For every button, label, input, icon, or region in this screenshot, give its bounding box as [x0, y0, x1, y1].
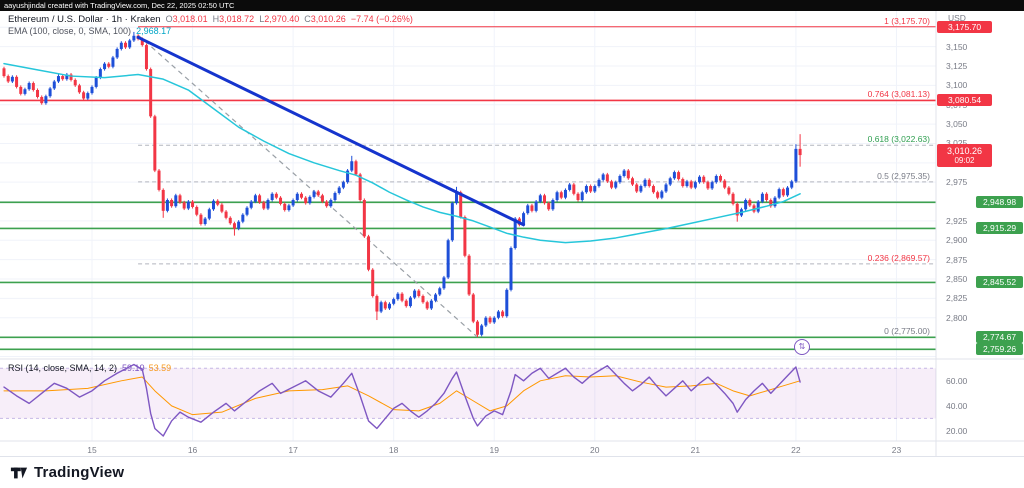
change-value: −7.74 (−0.26%): [350, 14, 413, 24]
price-level-badge: 3,080.54: [937, 94, 992, 107]
watermark-bar: aayushjindal created with TradingView.co…: [0, 0, 1024, 11]
price-level-badge: 2,759.26: [976, 343, 1023, 356]
price-axis-label: 2,875: [946, 254, 968, 265]
fib-level-label: 0.764 (3,081.13): [867, 88, 930, 99]
ohlc-field-label: L: [259, 14, 265, 24]
ema-line: [3, 62, 801, 244]
time-axis-label: 19: [489, 445, 499, 455]
price-axis-label: 3,150: [946, 41, 968, 52]
ema-value: 2,968.17: [136, 26, 172, 36]
last-price-value: 3,010.26: [946, 145, 983, 156]
time-axis-label: 22: [791, 445, 801, 455]
rsi-band: [0, 368, 936, 419]
time-axis-label: 15: [87, 445, 97, 455]
rsi-label[interactable]: RSI (14, close, SMA, 14, 2): [8, 363, 118, 373]
fib-level-label: 0.5 (2,975.35): [877, 170, 930, 181]
watermark-text: aayushjindal created with TradingView.co…: [4, 1, 235, 10]
ohlc-field-label: H: [212, 14, 220, 24]
time-axis-label: 21: [690, 445, 701, 455]
price-axis-label: 2,925: [946, 215, 968, 226]
candlestick-series: [2, 31, 802, 338]
fib-level-label: 0.236 (2,869.57): [867, 252, 930, 263]
price-axis-label: 3,100: [946, 80, 968, 91]
rsi-axis-label: 40.00: [946, 400, 968, 411]
price-axis-label: 2,825: [946, 293, 968, 304]
rsi-ma-line: [3, 375, 801, 416]
price-axis-label: 2,850: [946, 273, 968, 284]
ema-legend[interactable]: EMA (100, close, 0, SMA, 100) 2,968.17: [8, 26, 171, 36]
price-axis-label: 3,125: [946, 60, 968, 71]
time-axis-label: 20: [590, 445, 600, 455]
time-axis-label: 18: [388, 445, 399, 455]
tradingview-brand[interactable]: TradingView: [34, 464, 125, 481]
price-axis-label: 3,050: [946, 119, 968, 130]
ohlc-field-value: 3,010.26: [310, 14, 346, 24]
fib-baseline: [137, 34, 478, 338]
fib-level-label: 0.618 (3,022.63): [867, 134, 930, 145]
ohlc-field-value: 3,018.01: [172, 14, 208, 24]
last-price-badge: 3,010.26 09:02: [937, 143, 992, 167]
ohlc-field-label: C: [304, 14, 311, 24]
rsi-ma-value: 53.59: [148, 363, 172, 373]
fib-level-label: 0 (2,775.00): [884, 326, 930, 337]
symbol-title[interactable]: Ethereum / U.S. Dollar · 1h · Kraken: [8, 14, 161, 25]
fib-level-label: 1 (3,175.70): [884, 15, 930, 26]
rsi-line: [3, 363, 801, 437]
price-level-badge: 2,845.52: [976, 276, 1023, 289]
rsi-legend[interactable]: RSI (14, close, SMA, 14, 2) 59.19 53.59: [8, 363, 171, 373]
price-axis-currency[interactable]: USD: [948, 13, 966, 23]
price-axis-label: 2,800: [946, 312, 968, 323]
price-axis-label: 2,975: [946, 177, 968, 188]
price-axis-label: 2,900: [946, 235, 968, 246]
tradingview-logo-icon[interactable]: [10, 464, 28, 482]
bar-countdown: 09:02: [954, 155, 975, 165]
time-axis-label: 16: [187, 445, 198, 455]
ohlc-field-value: 2,970.40: [264, 14, 300, 24]
symbol-legend[interactable]: Ethereum / U.S. Dollar · 1h · Kraken O3,0…: [8, 14, 413, 25]
ohlc-field-value: 3,018.72: [219, 14, 255, 24]
rsi-value: 59.19: [122, 363, 145, 373]
price-level-badge: 3,175.70: [937, 20, 992, 33]
ohlc-values: O3,018.01 H3,018.72 L2,970.40 C3,010.26: [161, 14, 346, 25]
pane-separator-handle[interactable]: ⇅: [794, 339, 810, 355]
time-axis-label: 23: [891, 445, 902, 455]
footer-bar: TradingView: [0, 456, 1024, 488]
ema-label[interactable]: EMA (100, close, 0, SMA, 100): [8, 26, 132, 36]
pane-handle-icon: ⇅: [798, 342, 806, 351]
time-axis-label: 17: [288, 445, 298, 455]
rsi-axis-label: 60.00: [946, 375, 968, 386]
price-level-badge: 2,774.67: [976, 331, 1023, 344]
price-level-badge: 2,948.98: [976, 196, 1023, 209]
ohlc-field-label: O: [165, 14, 173, 24]
descending-trendline[interactable]: [136, 35, 526, 227]
price-axis-label: 3,025: [946, 138, 967, 148]
price-level-badge: 2,915.29: [976, 222, 1023, 235]
rsi-axis-label: 20.00: [946, 425, 968, 436]
